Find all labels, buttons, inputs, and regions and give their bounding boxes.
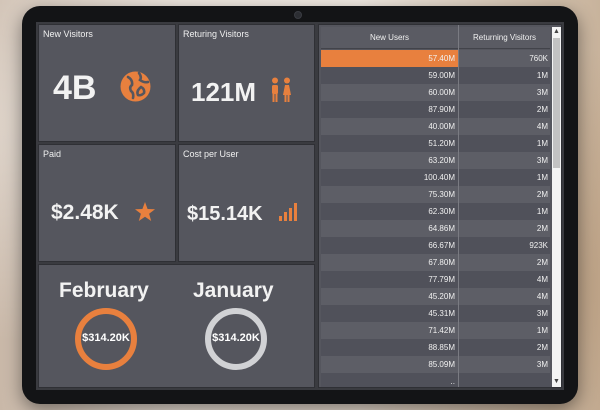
month-name-january: January — [193, 279, 274, 302]
tile-returning-visitors[interactable]: Returing Visitors 121M — [178, 24, 315, 142]
tile-value: $2.48K — [51, 201, 119, 224]
cell-returning-visitors: 1M — [536, 326, 548, 335]
cell-new-users: 59.00M — [428, 71, 455, 80]
column-header-new-users[interactable]: New Users — [369, 33, 410, 42]
monitor-frame: New Visitors 4B Returing Visitors 121M — [22, 6, 578, 404]
cell-new-users: .. — [450, 377, 455, 386]
tile-value: 121M — [191, 77, 257, 107]
table-row[interactable]: 45.31M 3M — [321, 305, 550, 322]
tile-paid[interactable]: $2.48K Paid — [38, 144, 176, 262]
ring-january — [205, 308, 267, 370]
cell-new-users: 75.30M — [428, 190, 455, 199]
ring-february — [75, 308, 137, 370]
cell-returning-visitors: 1M — [536, 139, 548, 148]
tile-new-visitors[interactable]: New Visitors 4B — [38, 24, 176, 142]
table-row[interactable]: 71.42M 1M — [321, 322, 550, 339]
cell-returning-visitors: 760K — [529, 54, 548, 63]
cell-new-users: 40.00M — [428, 122, 455, 131]
table-row[interactable]: 64.86M 2M — [321, 220, 550, 237]
tile-label: Cost per User — [183, 149, 239, 159]
cell-new-users: 60.00M — [428, 88, 455, 97]
globe-icon — [120, 71, 151, 102]
cell-new-users: 51.20M — [428, 139, 455, 148]
signal-bars-icon — [279, 203, 297, 221]
cell-returning-visitors: 2M — [536, 190, 548, 199]
table-row[interactable]: 67.80M 2M — [321, 254, 550, 271]
table-row[interactable]: 51.20M 1M — [321, 135, 550, 152]
table-row[interactable]: 100.40M 1M — [321, 169, 550, 186]
table-row[interactable]: 60.00M 3M — [321, 84, 550, 101]
table-row[interactable]: 75.30M 2M — [321, 186, 550, 203]
star-icon — [135, 202, 155, 221]
table-row[interactable]: 62.30M 1M — [321, 203, 550, 220]
tile-cost-per-user[interactable]: Cost per User $15.14K — [178, 144, 315, 262]
table-row[interactable]: 40.00M 4M — [321, 118, 550, 135]
cell-returning-visitors: 3M — [536, 88, 548, 97]
table-row[interactable]: 59.00M 1M — [321, 67, 550, 84]
cell-new-users: 66.67M — [428, 241, 455, 250]
cell-new-users: 85.09M — [428, 360, 455, 369]
table-row[interactable]: 57.40M 760K — [321, 50, 550, 67]
cell-new-users: 77.79M — [428, 275, 455, 284]
cell-returning-visitors: 2M — [536, 343, 548, 352]
cell-returning-visitors: 1M — [536, 173, 548, 182]
cell-returning-visitors: 1M — [536, 71, 548, 80]
tile-label: New Visitors — [43, 29, 93, 39]
cell-new-users: 45.31M — [428, 309, 455, 318]
cell-returning-visitors: 4M — [536, 275, 548, 284]
table-row[interactable]: 77.79M 4M — [321, 271, 550, 288]
cell-new-users: 88.85M — [428, 343, 455, 352]
table-header: New Users Returning Visitors — [321, 27, 550, 49]
tile-label: Paid — [43, 149, 62, 159]
cell-returning-visitors: 1M — [536, 207, 548, 216]
tile-value: $15.14K — [187, 203, 263, 225]
cell-new-users: 62.30M — [428, 207, 455, 216]
cell-returning-visitors: 3M — [536, 156, 548, 165]
cell-returning-visitors: 2M — [536, 105, 548, 114]
cell-new-users: 45.20M — [428, 292, 455, 301]
ring-value-january: $314.20K — [212, 332, 260, 344]
cell-returning-visitors: 2M — [536, 258, 548, 267]
cell-returning-visitors: 3M — [536, 309, 548, 318]
cell-new-users: 100.40M — [423, 173, 455, 182]
table-row[interactable]: 63.20M 3M — [321, 152, 550, 169]
month-name-february: February — [59, 279, 149, 302]
data-table[interactable]: New Users Returning Visitors 57.40M 760K 5… — [318, 24, 562, 388]
table-body: 57.40M 760K 59.00M 1M 60.00M 3M 87.90M 2M 40.00M… — [321, 50, 550, 387]
scroll-down-icon[interactable]: ▼ — [553, 378, 560, 385]
cell-returning-visitors: 2M — [536, 224, 548, 233]
people-icon — [272, 77, 291, 102]
table-row[interactable]: 45.20M 4M — [321, 288, 550, 305]
tile-label: Returing Visitors — [183, 29, 249, 39]
tile-monthly-totals[interactable]: February January $314.20K $314.20K — [38, 264, 315, 388]
table-row[interactable]: 87.90M 2M — [321, 101, 550, 118]
cell-new-users: 67.80M — [428, 258, 455, 267]
camera-dot — [294, 11, 302, 19]
cell-returning-visitors: 4M — [536, 122, 548, 131]
ring-value-february: $314.20K — [82, 332, 130, 344]
cell-new-users: 57.40M — [428, 54, 455, 63]
cell-returning-visitors: 4M — [536, 292, 548, 301]
tile-value: 4B — [53, 69, 97, 107]
vertical-scrollbar[interactable]: ▲ ▼ — [552, 27, 561, 387]
cell-new-users: 64.86M — [428, 224, 455, 233]
table-row[interactable]: 66.67M 923K — [321, 237, 550, 254]
cell-new-users: 63.20M — [428, 156, 455, 165]
dashboard-screen: New Visitors 4B Returing Visitors 121M — [36, 22, 564, 390]
table-row[interactable]: .. — [321, 373, 550, 387]
scroll-up-icon[interactable]: ▲ — [553, 28, 560, 35]
cell-new-users: 71.42M — [428, 326, 455, 335]
cell-new-users: 87.90M — [428, 105, 455, 114]
cell-returning-visitors: 923K — [529, 241, 548, 250]
table-row[interactable]: 88.85M 2M — [321, 339, 550, 356]
scrollbar-thumb[interactable] — [553, 38, 560, 168]
column-header-returning-visitors[interactable]: Returning Visitors — [473, 33, 536, 42]
column-divider — [458, 25, 459, 387]
cell-returning-visitors: 3M — [536, 360, 548, 369]
table-row[interactable]: 85.09M 3M — [321, 356, 550, 373]
row-highlight — [321, 50, 458, 67]
